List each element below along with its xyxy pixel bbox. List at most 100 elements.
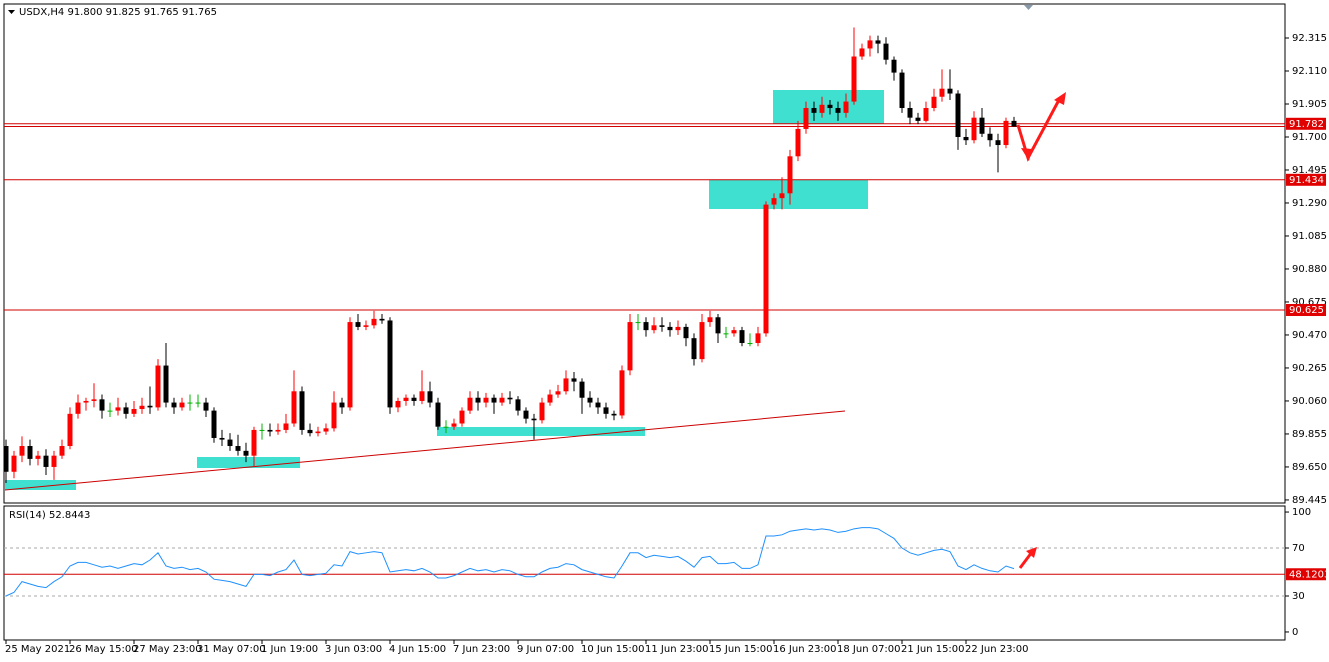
candle-body — [667, 326, 673, 331]
x-tick-label: 25 May 2021 — [5, 644, 70, 655]
rsi-label: RSI(14) 52.8443 — [9, 510, 90, 521]
candle-body — [187, 402, 193, 404]
candle-body — [379, 318, 385, 321]
y-tick-label: 90.880 — [1292, 264, 1327, 275]
candle-body — [627, 322, 633, 371]
x-tick-label: 21 Jun 15:00 — [901, 644, 965, 655]
candle-body — [107, 410, 113, 412]
candle-body — [443, 426, 449, 428]
candle-body — [1011, 120, 1017, 127]
candle-body — [347, 322, 353, 408]
x-tick-label: 31 May 07:00 — [197, 644, 266, 655]
candle-body — [795, 128, 801, 157]
y-tick-label: 89.855 — [1292, 429, 1327, 440]
candle-body — [283, 423, 289, 430]
candle-body — [387, 320, 393, 408]
candle-body — [611, 413, 617, 416]
arrow — [1018, 551, 1034, 569]
candle-body — [59, 446, 65, 456]
candle-body — [731, 330, 737, 334]
candle-body — [875, 40, 881, 44]
candle-body — [435, 402, 441, 427]
candle-body — [371, 318, 377, 326]
y-tick-label: 90.265 — [1292, 363, 1327, 374]
level-label-box — [1286, 568, 1326, 581]
candle-body — [763, 204, 769, 334]
y-tick-label: 89.445 — [1292, 495, 1327, 506]
candle-body — [947, 88, 953, 94]
level-label-box — [1286, 173, 1326, 186]
zone — [197, 457, 300, 468]
candle-body — [723, 333, 729, 335]
candle-body — [323, 428, 329, 432]
candle-body — [211, 410, 217, 438]
trend-line — [4, 410, 846, 491]
candle-body — [179, 402, 185, 408]
zone — [5, 480, 76, 490]
candle-body — [867, 40, 873, 49]
candle-body — [835, 108, 841, 113]
candle-body — [979, 117, 985, 134]
candle-body — [419, 391, 425, 401]
candle-body — [403, 397, 409, 401]
candle-body — [291, 391, 297, 424]
y-tick-label: 91.700 — [1292, 132, 1327, 143]
rsi-tick-label: 100 — [1292, 507, 1311, 518]
candle-body — [35, 455, 41, 459]
header: USDX,H4 91.800 91.825 91.765 91.765 — [19, 7, 217, 18]
candle-body — [475, 397, 481, 403]
candle-body — [11, 455, 17, 472]
candle-body — [691, 338, 697, 360]
candle-body — [155, 365, 161, 408]
x-tick-label: 3 Jun 03:00 — [325, 644, 382, 655]
candle-body — [971, 117, 977, 141]
candle-body — [755, 333, 761, 344]
x-tick-label: 4 Jun 15:00 — [389, 644, 446, 655]
candle-body — [587, 397, 593, 403]
candle-body — [531, 418, 537, 421]
candle-body — [771, 198, 777, 205]
candle-body — [195, 402, 201, 404]
candle-body — [43, 455, 49, 467]
candle-body — [91, 399, 97, 401]
candle-body — [787, 156, 793, 194]
candle-body — [299, 391, 305, 430]
rsi-tick-label: 30 — [1292, 591, 1305, 602]
candle-body — [395, 400, 401, 408]
candle-body — [315, 431, 321, 434]
annotations — [1016, 92, 1066, 569]
candle-body — [739, 330, 745, 344]
candle-body — [643, 322, 649, 331]
candle-body — [579, 381, 585, 398]
x-tick-label: 11 Jun 23:00 — [645, 644, 709, 655]
marks: 92.315 92.110 91.905 91.700 91.495 91.290 91.0… — [3, 27, 1329, 655]
level-label: 91.434 — [1289, 175, 1324, 186]
candle-body — [27, 446, 33, 459]
candle-body — [923, 108, 929, 121]
candle-body — [99, 399, 105, 411]
y-tick-label: 92.110 — [1292, 66, 1327, 77]
candle-body — [259, 429, 265, 431]
candle-body — [675, 326, 681, 331]
candle-body — [827, 104, 833, 109]
candle-body — [603, 407, 609, 414]
x-tick-label: 26 May 15:00 — [69, 644, 138, 655]
candle-body — [459, 410, 465, 424]
candle-body — [411, 397, 417, 401]
rsi-line — [5, 527, 1015, 597]
candle-body — [747, 343, 753, 345]
candle-body — [251, 429, 257, 456]
x-tick-label: 10 Jun 15:00 — [581, 644, 645, 655]
level-label: 48.1203 — [1289, 569, 1329, 580]
candle-body — [539, 402, 545, 421]
candle-body — [699, 322, 705, 360]
candle-body — [115, 407, 121, 411]
candle-body — [331, 402, 337, 429]
candle-body — [883, 43, 889, 60]
candle-body — [83, 400, 89, 403]
y-tick-label: 90.675 — [1292, 297, 1327, 308]
candle-body — [163, 365, 169, 403]
level-label: 90.625 — [1289, 305, 1324, 316]
candle-body — [219, 437, 225, 440]
